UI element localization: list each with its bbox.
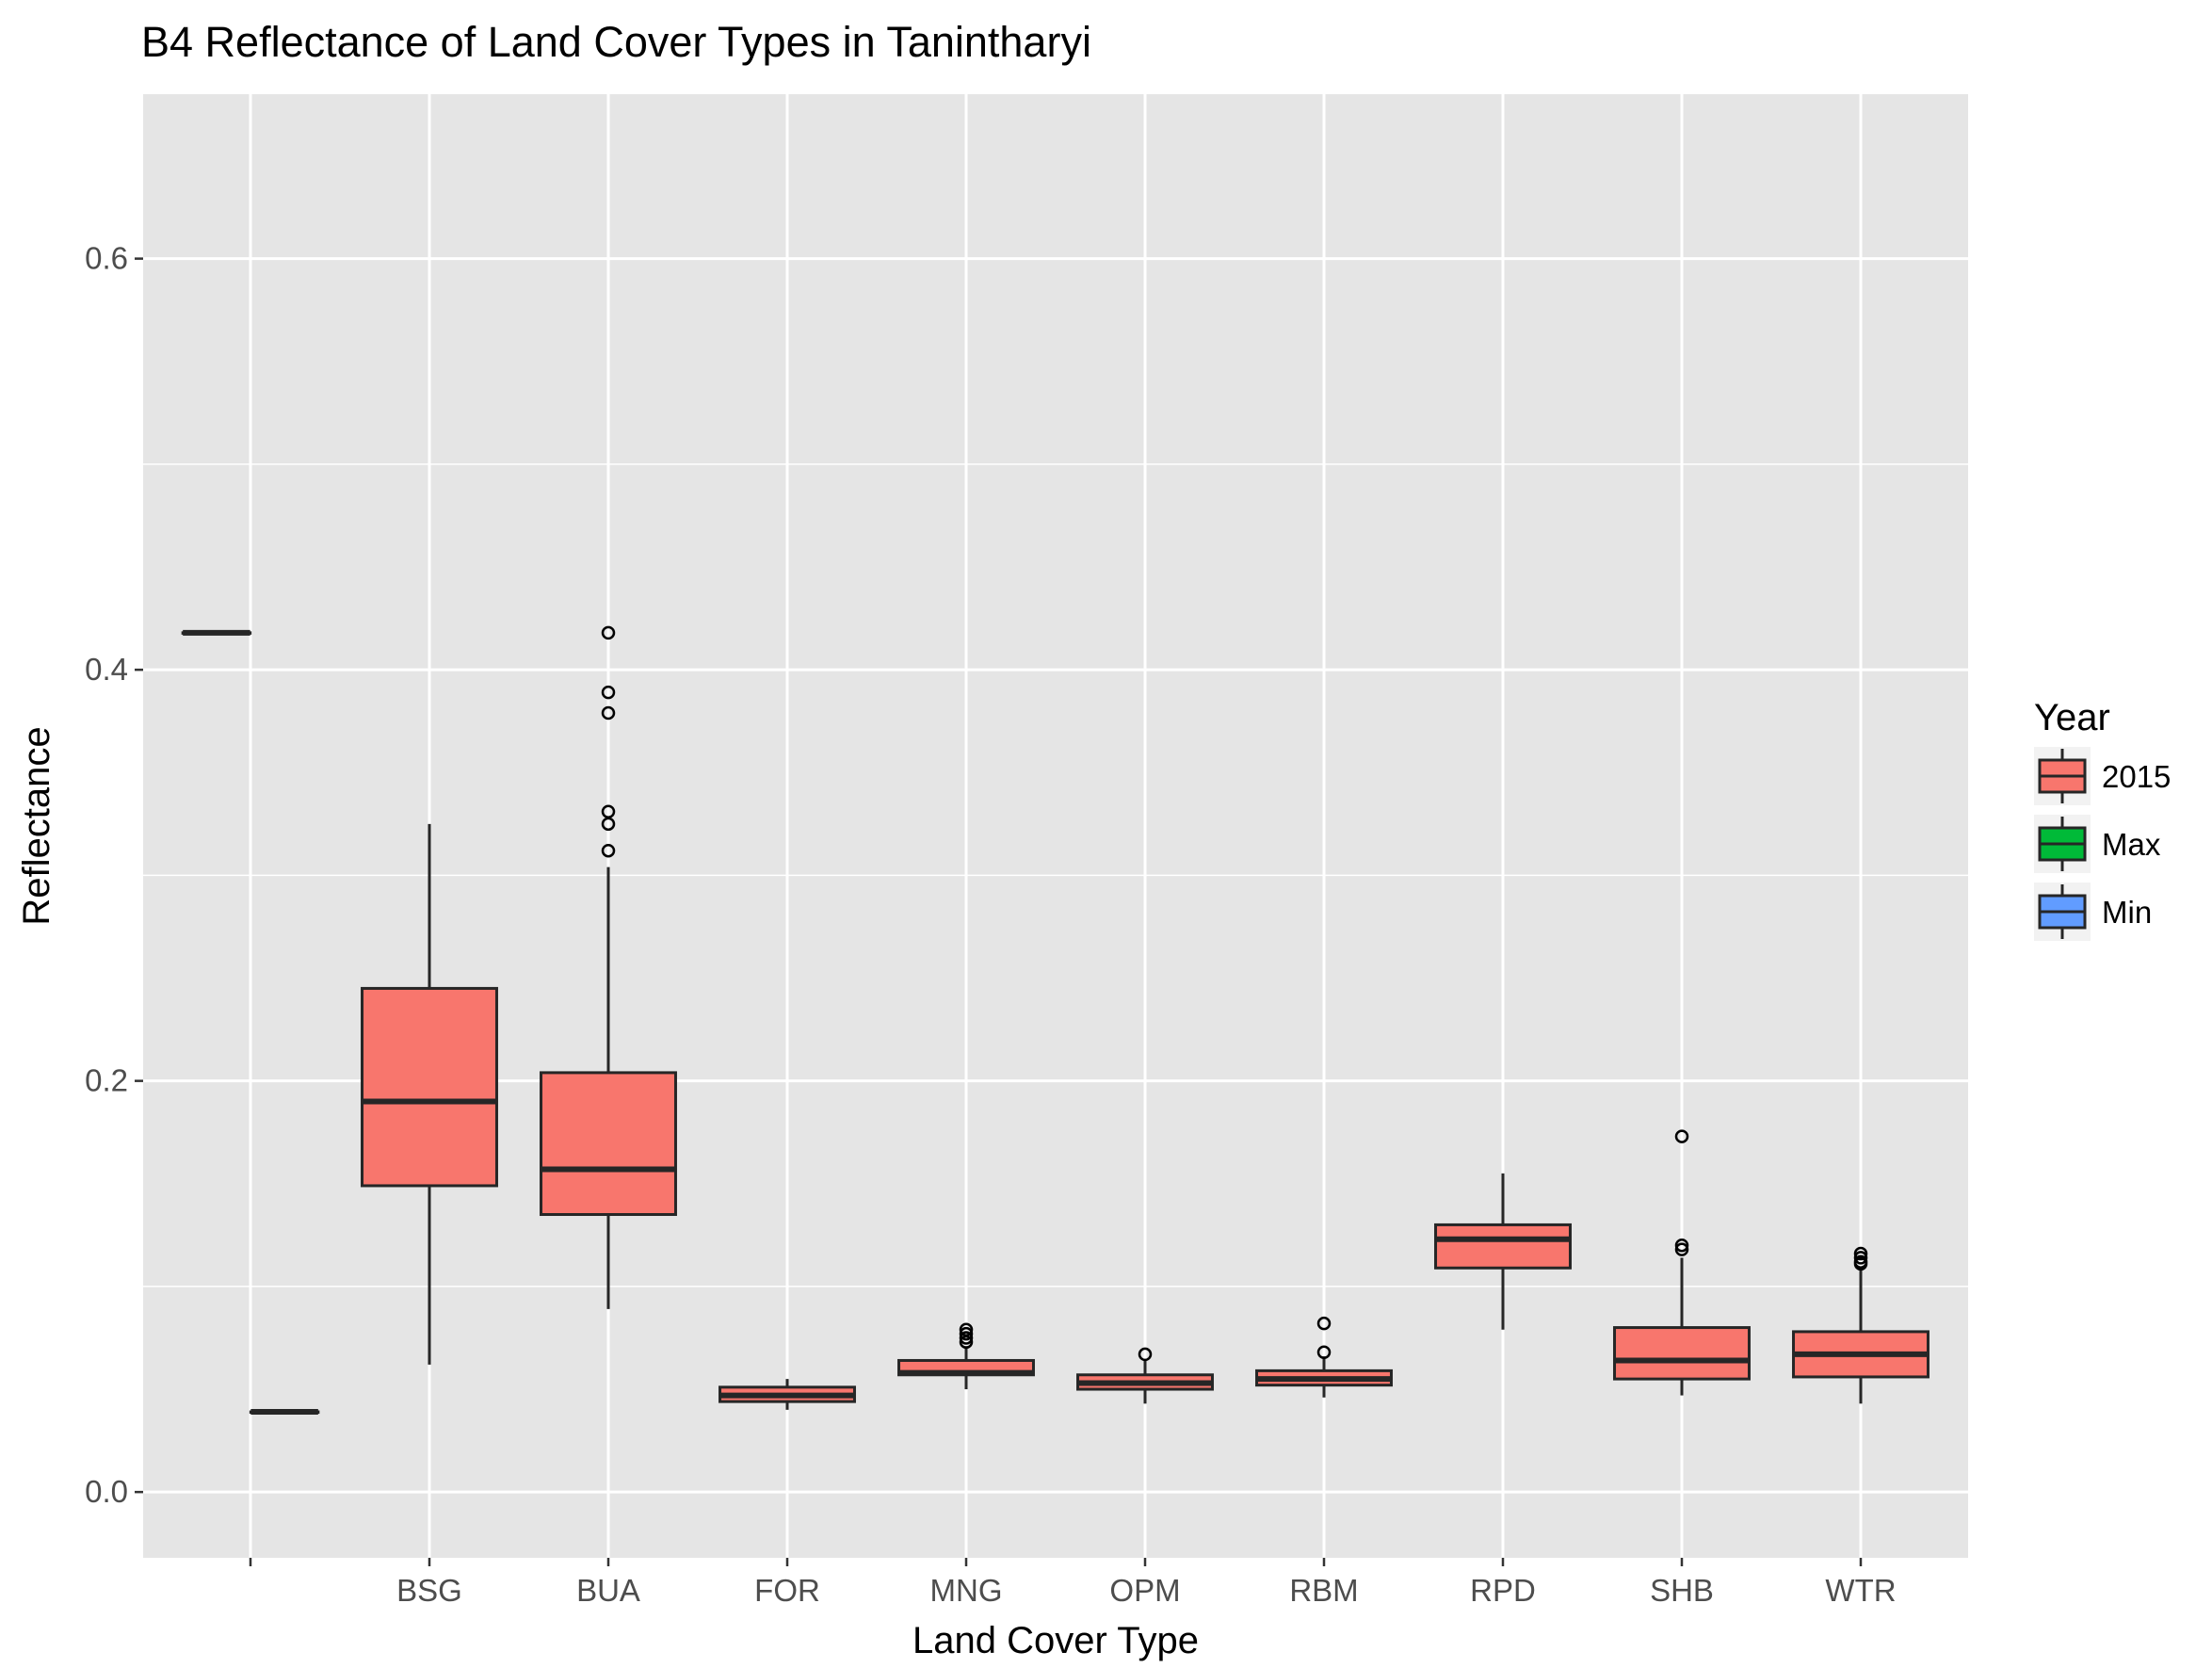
outlier-point bbox=[1674, 1238, 1689, 1253]
x-tick-label: SHB bbox=[1650, 1573, 1714, 1608]
outlier-point bbox=[601, 705, 616, 721]
major-gridlines bbox=[143, 94, 1968, 1558]
legend-label: Max bbox=[2102, 827, 2161, 862]
legend-label: Min bbox=[2102, 895, 2152, 930]
y-tick-label: 0.4 bbox=[85, 652, 128, 687]
outlier-point bbox=[1138, 1347, 1153, 1362]
outlier-point bbox=[601, 843, 616, 858]
x-tick-label: MNG bbox=[930, 1573, 1003, 1608]
legend-title: Year bbox=[2034, 697, 2110, 738]
box-BUA-2015 bbox=[540, 625, 677, 1309]
box-body bbox=[540, 1071, 677, 1217]
x-tick-label: OPM bbox=[1109, 1573, 1180, 1608]
outlier-point bbox=[959, 1326, 974, 1341]
x-tick-label: BSG bbox=[396, 1573, 462, 1608]
x-tick-label: BUA bbox=[576, 1573, 640, 1608]
outlier-point bbox=[601, 625, 616, 640]
legend: Year 2015 Max Min bbox=[2034, 697, 2171, 941]
outlier-point bbox=[959, 1331, 974, 1345]
chart-title: B4 Reflectance of Land Cover Types in Ta… bbox=[141, 18, 1091, 66]
box-OPM-2015 bbox=[1076, 1347, 1214, 1404]
x-tick-label: RBM bbox=[1289, 1573, 1358, 1608]
box-RPD-2015 bbox=[1434, 1173, 1572, 1330]
box-FOR-2015 bbox=[718, 1379, 856, 1410]
box-body bbox=[1613, 1326, 1751, 1381]
boxplot-series bbox=[181, 625, 1929, 1416]
y-tick-label: 0.2 bbox=[85, 1063, 128, 1098]
outlier-point bbox=[1674, 1242, 1689, 1256]
outlier-point bbox=[1853, 1256, 1868, 1271]
box-BSG-2015 bbox=[361, 823, 498, 1365]
x-tick-label: RPD bbox=[1470, 1573, 1536, 1608]
plot-panel bbox=[143, 94, 1968, 1558]
box-WTR-2015 bbox=[1792, 1246, 1929, 1404]
outlier-point bbox=[1316, 1345, 1332, 1359]
y-tick-label: 0.0 bbox=[85, 1474, 128, 1509]
outlier-point bbox=[601, 817, 616, 832]
box-blank-Min bbox=[249, 1409, 320, 1416]
outlier-point bbox=[1316, 1316, 1332, 1331]
box-RBM-2015 bbox=[1255, 1316, 1393, 1398]
outlier-point bbox=[1674, 1129, 1689, 1143]
outlier-point bbox=[959, 1335, 974, 1350]
legend-key bbox=[2034, 883, 2091, 941]
x-tick-label: WTR bbox=[1825, 1573, 1896, 1608]
box-SHB-2015 bbox=[1613, 1129, 1751, 1396]
y-tick-label: 0.6 bbox=[85, 241, 128, 276]
box-MNG-2015 bbox=[897, 1322, 1035, 1390]
y-axis-title: Reflectance bbox=[16, 726, 57, 925]
outlier-point bbox=[601, 685, 616, 700]
legend-key bbox=[2034, 815, 2091, 873]
x-axis-title: Land Cover Type bbox=[912, 1620, 1199, 1661]
minor-gridlines bbox=[143, 463, 1968, 1287]
box-body bbox=[361, 986, 498, 1188]
legend-label: 2015 bbox=[2102, 759, 2171, 794]
outlier-point bbox=[1853, 1251, 1868, 1265]
box-blank-Max bbox=[181, 629, 252, 636]
legend-key bbox=[2034, 747, 2091, 805]
y-axis: 0.0 0.2 0.4 0.6 bbox=[85, 241, 143, 1509]
x-tick-label: FOR bbox=[754, 1573, 820, 1608]
box-body bbox=[1434, 1223, 1572, 1270]
x-axis: BSG BUA FOR MNG OPM RBM RPD SHB WTR bbox=[249, 1558, 1897, 1608]
